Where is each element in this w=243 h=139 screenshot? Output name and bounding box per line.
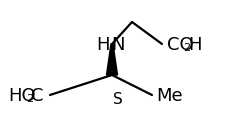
Polygon shape	[106, 44, 118, 75]
Text: H: H	[96, 36, 110, 54]
Text: C: C	[31, 87, 43, 105]
Text: CO: CO	[167, 36, 194, 54]
Text: 2: 2	[183, 43, 190, 53]
Text: Me: Me	[156, 87, 183, 105]
Text: S: S	[113, 92, 123, 107]
Text: HO: HO	[8, 87, 36, 105]
Text: H: H	[188, 36, 201, 54]
Text: 2: 2	[26, 94, 33, 104]
Text: N: N	[111, 36, 124, 54]
